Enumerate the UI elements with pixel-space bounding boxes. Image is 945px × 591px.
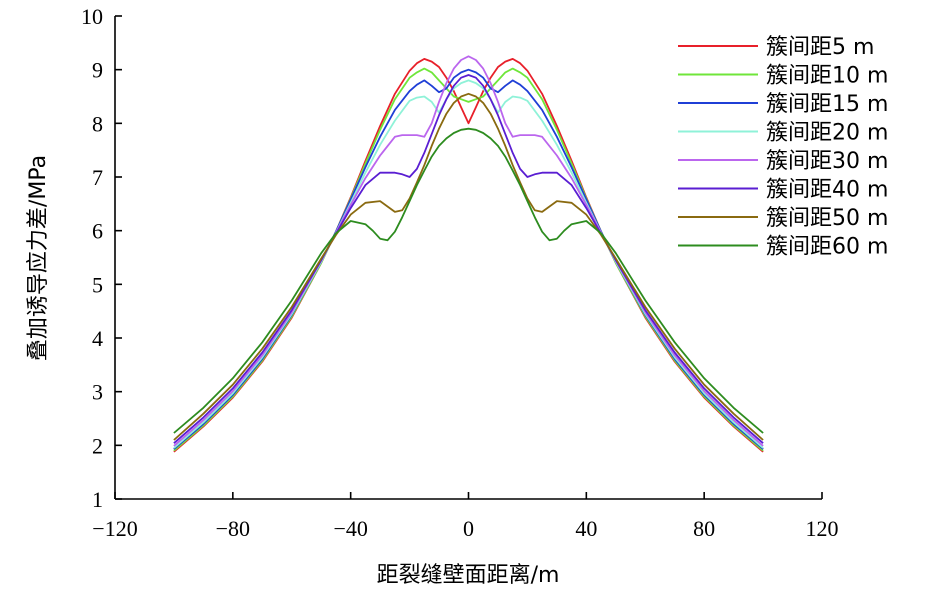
y-tick-label: 2: [92, 433, 103, 458]
plot-area: [173, 55, 764, 453]
y-tick-label: 5: [92, 272, 103, 297]
legend-label-1: 簇间距5 m: [766, 35, 874, 60]
y-tick-label: 10: [81, 4, 103, 29]
series-line-5: [173, 55, 764, 447]
legend-label-2: 簇间距10 m: [766, 64, 888, 89]
y-axis-title: 叠加诱导应力差/MPa: [26, 155, 51, 361]
x-axis-title: 距裂缝壁面距离/m: [377, 563, 560, 588]
axes: [114, 16, 822, 500]
x-tick-label: 120: [806, 516, 839, 541]
y-tick-label: 9: [92, 58, 103, 83]
legend-label-8: 簇间距60 m: [766, 235, 888, 260]
series-line-6: [173, 74, 764, 444]
x-tick-label: −120: [92, 516, 137, 541]
series-line-4: [173, 79, 764, 449]
legend-label-7: 簇间距50 m: [766, 206, 888, 231]
y-tick-label: 6: [92, 219, 103, 244]
series-line-2: [173, 67, 764, 452]
series-line-8: [173, 127, 764, 434]
y-tick-label: 1: [92, 487, 103, 512]
series-line-7: [173, 92, 764, 441]
x-tick-label: −40: [333, 516, 367, 541]
x-tick-label: 80: [693, 516, 715, 541]
x-tick-label: 0: [463, 516, 474, 541]
legend: 簇间距5 m 簇间距10 m 簇间距15 m 簇间距20 m 簇间距30 m 簇间距40 …: [678, 35, 888, 260]
y-tick-label: 3: [92, 380, 103, 405]
series-line-3: [173, 68, 764, 450]
series-line-1: [173, 58, 764, 453]
legend-label-4: 簇间距20 m: [766, 121, 888, 146]
legend-label-5: 簇间距30 m: [766, 149, 888, 174]
legend-label-3: 簇间距15 m: [766, 92, 888, 117]
y-tick-label: 4: [92, 326, 103, 351]
y-tick-label: 7: [92, 165, 103, 190]
y-ticks: 1 2 3 4 5 6 7 8 9 10: [81, 4, 122, 512]
legend-label-6: 簇间距40 m: [766, 178, 888, 203]
x-ticks: −120 −80 −40 0 40 80 120: [92, 492, 839, 541]
x-tick-label: 40: [575, 516, 597, 541]
x-tick-label: −80: [216, 516, 250, 541]
y-tick-label: 8: [92, 111, 103, 136]
